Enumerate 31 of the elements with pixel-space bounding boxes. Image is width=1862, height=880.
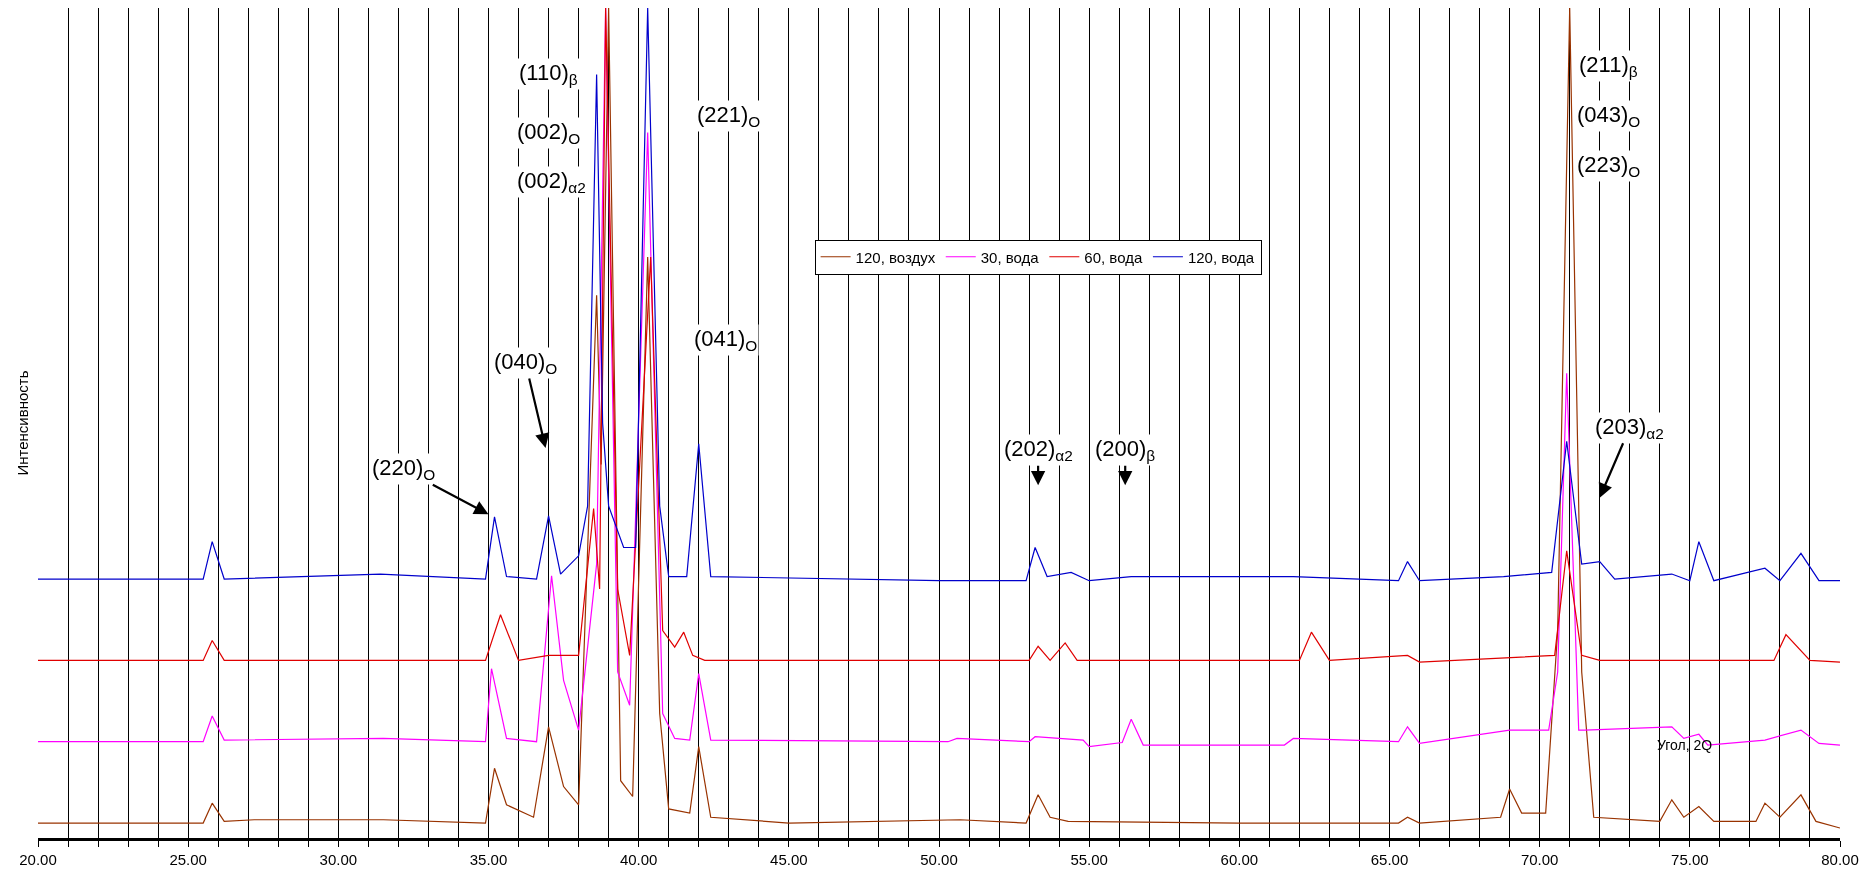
annotation: (202)$_{α2}$ <box>1004 436 1073 464</box>
x-tick-label: 60.00 <box>1220 851 1259 868</box>
legend-label: 30, вода <box>980 248 1040 266</box>
x-tick-label: 25.00 <box>169 851 207 868</box>
annotation: (002)$_{α2}$ <box>517 168 586 196</box>
annotation: (211)$_{β}$ <box>1579 52 1638 80</box>
x-tick-label: 35.00 <box>469 851 508 868</box>
legend-label: 120, воздух <box>855 248 936 266</box>
annotation: (110)$_{β}$ <box>519 60 578 88</box>
x-tick-label: 80.00 <box>1821 851 1859 868</box>
annotation: (043)$_{O}$ <box>1577 102 1641 130</box>
x-tick-label: 20.00 <box>19 851 57 868</box>
annotation: (040)$_{O}$ <box>494 349 558 377</box>
annotation: (221)$_{O}$ <box>697 102 761 130</box>
x-tick-label: 55.00 <box>1070 851 1108 868</box>
annotation: (002)$_{O}$ <box>517 119 581 147</box>
annotation: (203)$_{α2}$ <box>1595 414 1664 442</box>
x-tick-label: 75.00 <box>1671 851 1709 868</box>
annotation: (041)$_{O}$ <box>694 326 758 354</box>
legend-label: 120, вода <box>1187 248 1255 266</box>
x-tick-label: 70.00 <box>1520 851 1559 868</box>
x-tick-label: 65.00 <box>1370 851 1409 868</box>
annotation: (220)$_{O}$ <box>372 455 436 483</box>
legend-label: 60, вода <box>1084 248 1143 266</box>
y-axis-title: Интенсивность <box>14 370 32 476</box>
x-tick-label: 30.00 <box>319 851 358 868</box>
x-tick-label: 45.00 <box>770 851 808 868</box>
annotation: (200)$_{β}$ <box>1095 436 1156 464</box>
annotation: (223)$_{O}$ <box>1577 152 1641 180</box>
x-tick-label: 40.00 <box>619 851 658 868</box>
x-tick-label: 50.00 <box>920 851 958 868</box>
